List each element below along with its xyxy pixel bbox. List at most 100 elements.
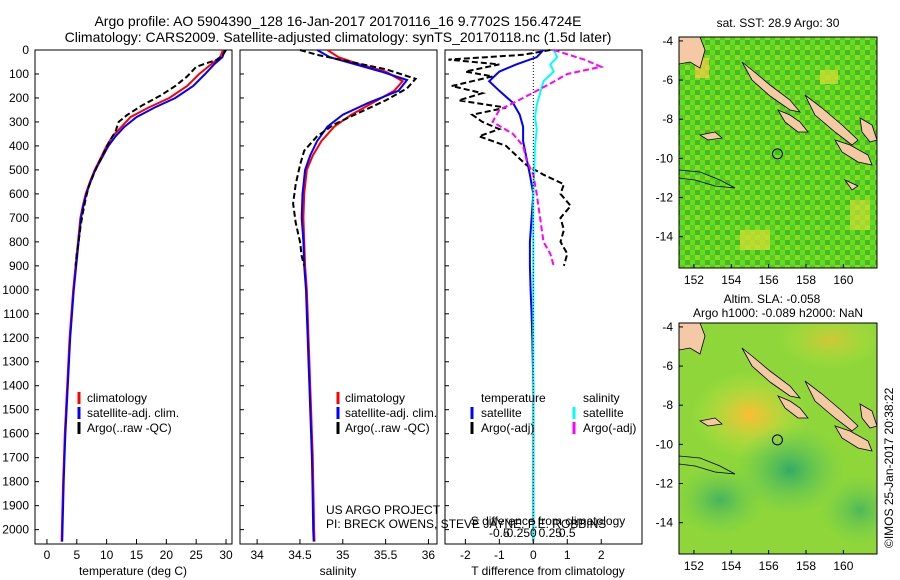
y-tick-label: 900 (9, 259, 29, 273)
y-tick-label: 1800 (2, 475, 29, 489)
sst-argo-marker (771, 148, 783, 160)
x-tick-label: 36 (422, 548, 436, 562)
map-x-tick-label: 160 (833, 273, 853, 287)
temperature-panel-frame (34, 49, 233, 545)
sst-map-frame (678, 36, 878, 269)
legend-title-salinity: salinity (583, 391, 620, 405)
map-y-tick-label: -10 (656, 151, 674, 165)
map-x-tick-label: 158 (796, 559, 816, 573)
legend-label: satellite-adj. clim. (345, 406, 437, 420)
axes: 0 5 10 15 20 25 300100200300400500600700800900… (2, 43, 605, 562)
map-y-tick-label: -4 (662, 320, 673, 334)
map-y-tick-label: -4 (662, 34, 673, 48)
temperature-legend: climatology satellite-adj. clim. Argo(..… (77, 391, 179, 435)
map-x-tick-label: 160 (833, 559, 853, 573)
map-x-tick-label: 156 (759, 273, 779, 287)
salinity-series (292, 49, 418, 542)
legend-label: climatology (87, 391, 147, 405)
map-x-tick-label: 154 (721, 559, 741, 573)
y-tick-label: 1900 (2, 499, 29, 513)
y-tick-label: 700 (9, 211, 29, 225)
salinity-series-line (302, 49, 405, 542)
salinity-series-line (292, 49, 418, 267)
x-tick-label: 25 (190, 548, 204, 562)
legend-label: Argo(..raw -QC) (87, 421, 172, 435)
title-line-2: Climatology: CARS2009. Satellite-adjuste… (65, 29, 612, 45)
x-tick-label: 30 (219, 548, 233, 562)
y-tick-label: 1400 (2, 379, 29, 393)
title-line-1: Argo profile: AO 5904390_128 16-Jan-2017… (94, 13, 581, 29)
x-tick-label: 15 (130, 548, 144, 562)
legend-label: satellite (583, 406, 624, 420)
legend-label: climatology (345, 391, 405, 405)
x-tick-label: 35.5 (374, 548, 398, 562)
difference-xlabel: T difference from climatology (471, 564, 625, 578)
y-tick-label: 600 (9, 187, 29, 201)
temperature-series-line (60, 49, 224, 542)
x-tick-label: 34.5 (288, 548, 312, 562)
map-x-tick-label: 158 (796, 273, 816, 287)
x-tick-label: 0 (44, 548, 51, 562)
temperature-xlabel: temperature (deg C) (79, 564, 187, 578)
sst-map-title: sat. SST: 28.9 Argo: 30 (717, 16, 840, 30)
salinity-xlabel: salinity (320, 564, 357, 578)
y-tick-label: 2000 (2, 523, 29, 537)
map-y-tick-label: -12 (656, 191, 674, 205)
s-tick-label: 0.5 (559, 526, 576, 540)
x-tick-label: 1 (564, 548, 571, 562)
salinity-series-line (300, 49, 409, 542)
sla-map-title: Altim. SLA: -0.058 (724, 292, 821, 306)
map-axes: 152 154 156 158 160 -4 -6 -8 -10 -12 -14 152 154 156 1… (656, 34, 854, 573)
y-tick-label: 1700 (2, 451, 29, 465)
legend-label: Argo(-adj) (583, 421, 636, 435)
y-tick-label: 1100 (3, 307, 29, 321)
map-x-tick-label: 152 (684, 559, 704, 573)
x-tick-label: -1 (494, 548, 505, 562)
s-tick-label: -0.5 (489, 526, 510, 540)
x-tick-label: 0 (530, 548, 537, 562)
x-tick-label: 2 (598, 548, 605, 562)
difference-panel-frame (444, 49, 643, 545)
y-tick-label: 1000 (2, 283, 29, 297)
sla-argo-marker (771, 434, 783, 446)
y-tick-label: 800 (9, 235, 29, 249)
land-isabel (804, 94, 859, 146)
x-tick-label: 10 (100, 548, 114, 562)
sst-map-field (679, 37, 877, 268)
land-choiseul (741, 61, 802, 113)
map-y-tick-label: -12 (656, 477, 674, 491)
map-x-tick-label: 154 (721, 273, 741, 287)
y-tick-label: 100 (9, 67, 29, 81)
map-x-tick-label: 152 (684, 273, 704, 287)
map-y-tick-label: -8 (662, 398, 673, 412)
credit-line-1: US ARGO PROJECT (326, 503, 441, 517)
y-tick-label: 1200 (2, 331, 29, 345)
map-x-tick-label: 156 (759, 559, 779, 573)
x-tick-label: -2 (460, 548, 471, 562)
difference-series-line (491, 49, 605, 267)
temperature-series-line (74, 49, 227, 266)
difference-xlabel-top: S difference from climatology (471, 514, 626, 528)
sla-map-frame (678, 322, 878, 555)
side-stamp: ©IMOS 25-Jan-2017 20:38:22 (882, 387, 896, 548)
y-tick-label: 1500 (2, 403, 29, 417)
credit-line-2: PI: BRECK OWENS, STEVE JAYNE, P.E. ROBBI… (326, 517, 606, 531)
salinity-legend: climatology satellite-adj. clim. Argo(..… (336, 391, 437, 435)
x-tick-label: 35 (336, 548, 350, 562)
y-tick-label: 200 (9, 91, 29, 105)
y-tick-label: 0 (22, 43, 29, 57)
land-guadalcanal (834, 139, 873, 166)
y-tick-label: 1300 (2, 355, 29, 369)
y-tick-label: 1600 (2, 427, 29, 441)
difference-series-line (448, 49, 573, 267)
difference-series (448, 49, 605, 542)
x-tick-label: 34 (250, 548, 264, 562)
map-y-tick-label: -6 (662, 359, 673, 373)
temperature-series (60, 49, 227, 542)
sla-map-subtitle: Argo h1000: -0.089 h2000: NaN (693, 306, 863, 320)
difference-legend: temperature salinity satellite Argo(-adj… (470, 391, 636, 435)
temperature-series-line (61, 49, 226, 542)
difference-series-line (532, 49, 559, 542)
